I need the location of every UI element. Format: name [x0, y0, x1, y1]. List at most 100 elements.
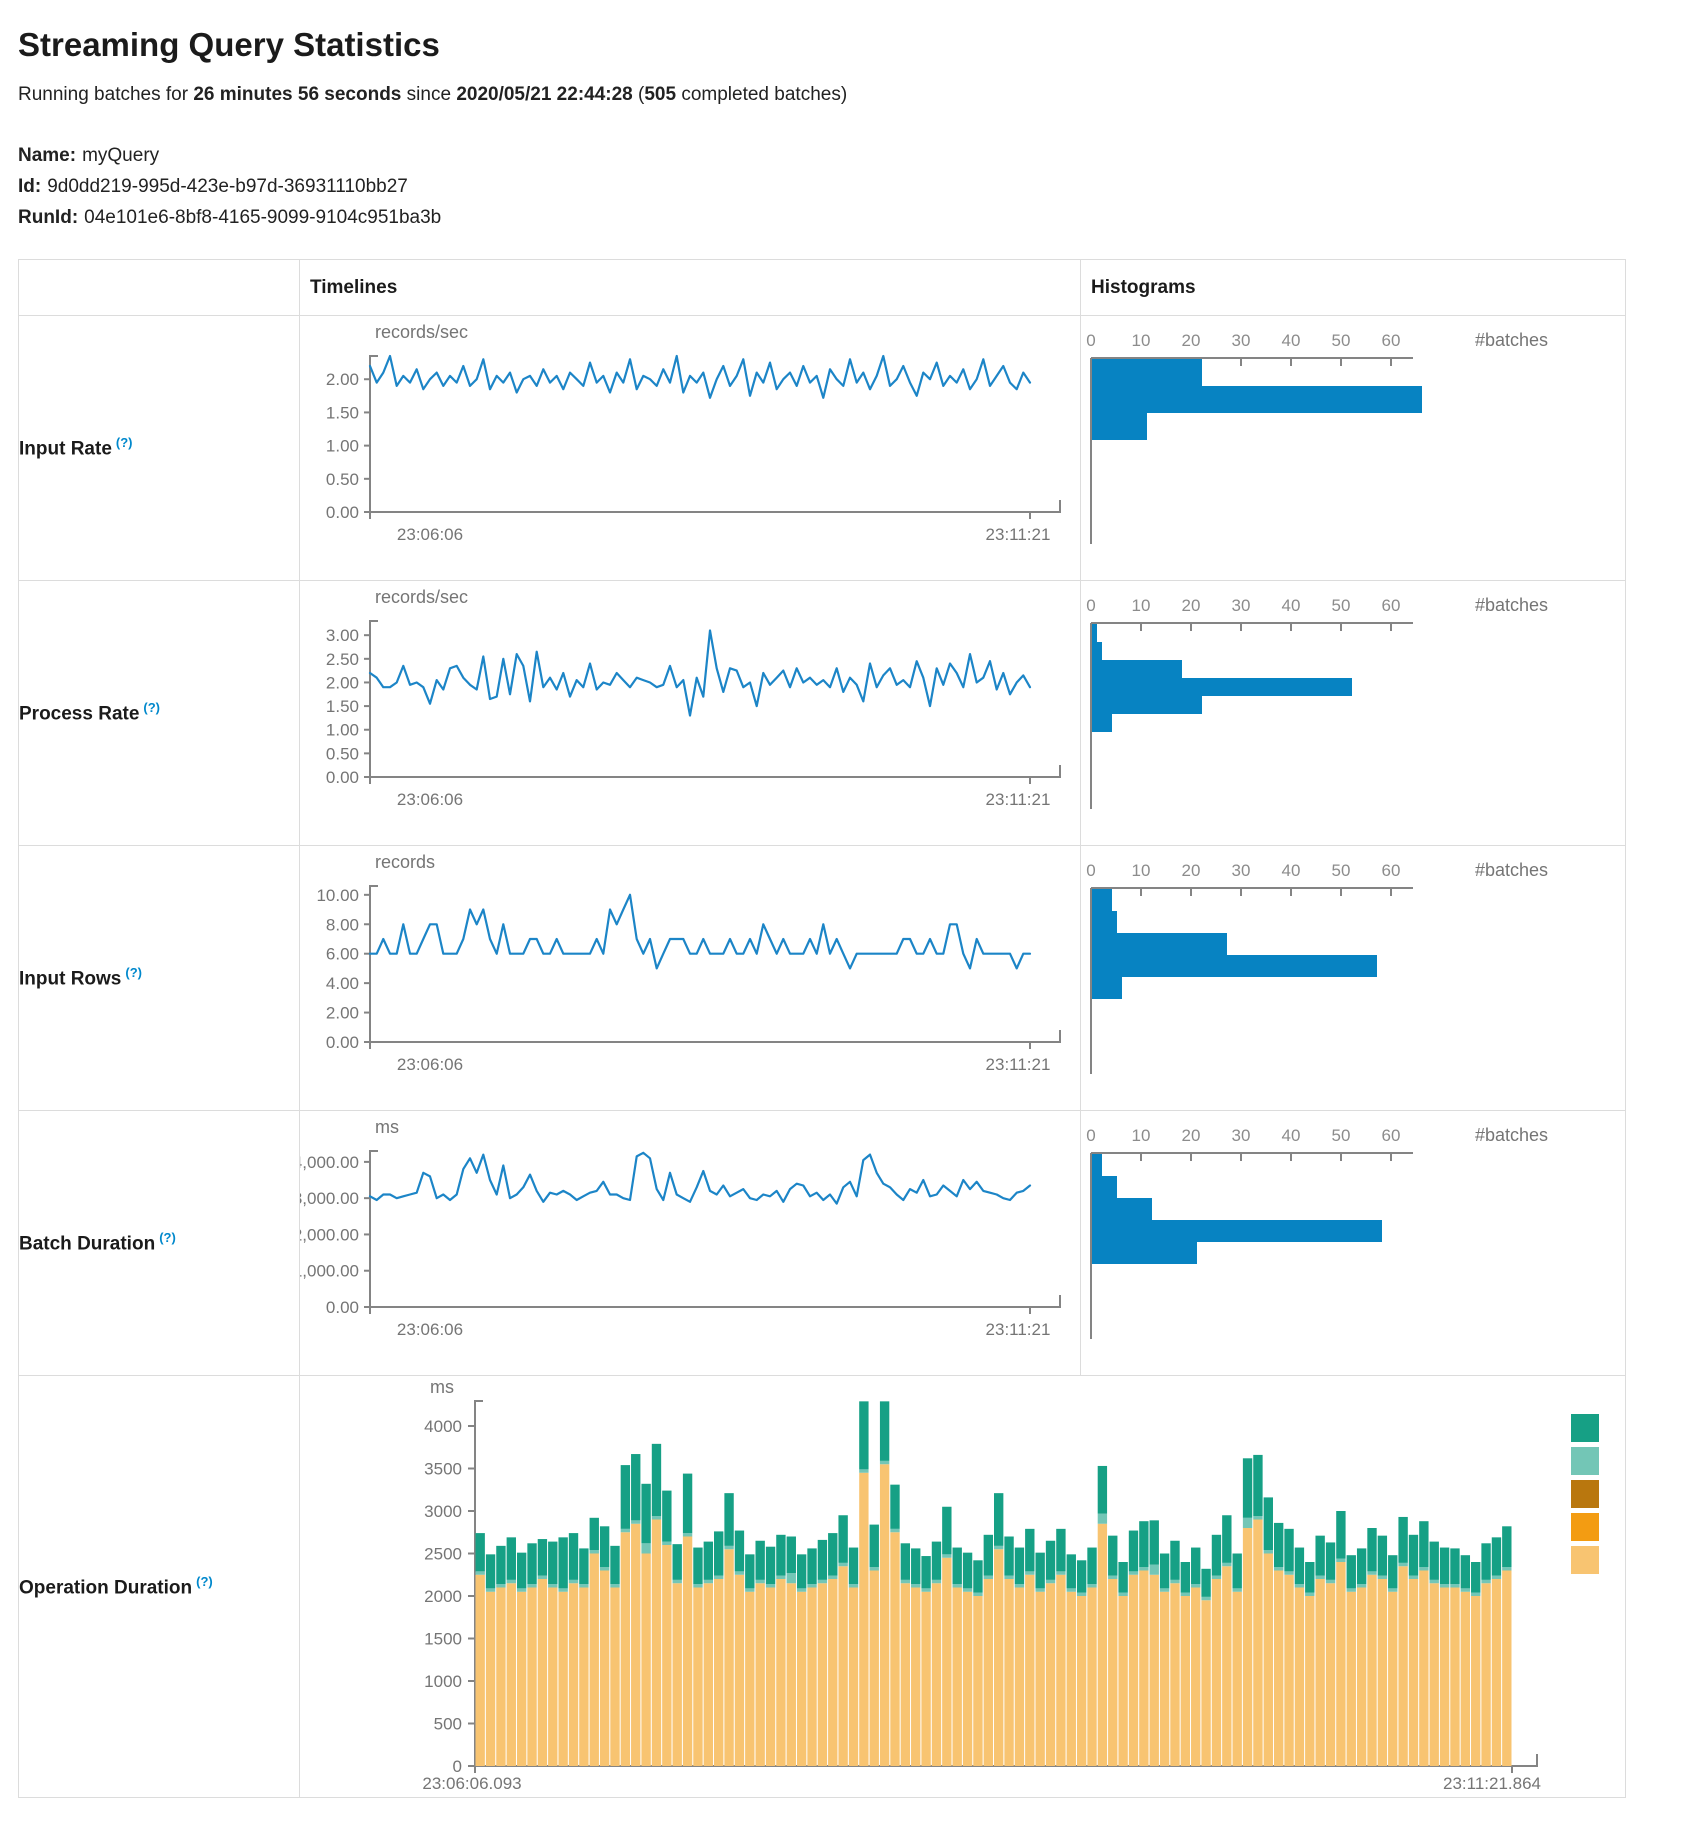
operation-duration-chart: ms 0 500 1000 1500 2000 2500 3000 3500 4000 23:06:…	[300, 1377, 1625, 1796]
batch-duration-help[interactable]: (?)	[159, 1230, 176, 1246]
svg-text:2.00: 2.00	[326, 370, 359, 389]
input-rows-timeline-cell: records 0.00 2.00 4.00 6.00 8.00 10.00 23:06:06…	[299, 845, 1081, 1111]
streaming-query-statistics-page: Streaming Query Statistics Running batch…	[0, 26, 1693, 1846]
table-row-operation-duration: Operation Duration (?) ms 0 500 1000 1500 2000…	[18, 1375, 1626, 1798]
batch_duration-timeline-svg: ms 0.00 1,000.00 2,000.00 3,000.00 4,000.00 23…	[300, 1117, 1061, 1339]
svg-text:23:11:21: 23:11:21	[986, 1055, 1051, 1074]
summary-suffix: completed batches)	[676, 84, 848, 105]
input-rate-label: Input Rate	[19, 438, 112, 460]
query-runid-line: RunId: 04e101e6-8bf8-4165-9099-9104c951ba…	[18, 202, 1693, 233]
header-empty-cell	[18, 259, 300, 316]
process-rate-histogram-chart: 0 10 20 30 40 50 60 #batches	[1081, 581, 1625, 845]
input-rate-timeline-chart: records/sec 0.00 0.50 1.00 1.50 2.00 23:06:06 2…	[300, 316, 1080, 580]
running-batches-summary: Running batches for 26 minutes 56 second…	[18, 84, 1693, 106]
summary-paren: (	[632, 84, 645, 105]
svg-text:500: 500	[434, 1715, 462, 1734]
query-name-line: Name: myQuery	[18, 140, 1693, 171]
query-id-line: Id: 9d0dd219-995d-423e-b97d-36931110bb27	[18, 171, 1693, 202]
svg-text:records/sec: records/sec	[375, 322, 468, 342]
svg-text:0: 0	[453, 1757, 462, 1776]
svg-text:23:06:06: 23:06:06	[397, 1055, 463, 1074]
svg-text:ms: ms	[375, 1117, 399, 1137]
query-id-label: Id:	[18, 176, 42, 197]
svg-text:10.00: 10.00	[316, 886, 359, 905]
svg-text:10: 10	[1132, 331, 1151, 350]
svg-text:0: 0	[1086, 1126, 1095, 1145]
svg-text:0.00: 0.00	[326, 1033, 359, 1052]
query-name-label: Name:	[18, 145, 77, 166]
batch-duration-timeline-cell: ms 0.00 1,000.00 2,000.00 3,000.00 4,000.00 23…	[299, 1110, 1081, 1376]
svg-text:2,000.00: 2,000.00	[300, 1225, 359, 1244]
svg-text:23:06:06: 23:06:06	[397, 1320, 463, 1339]
batch-duration-histogram-cell: 0 10 20 30 40 50 60 #batches	[1080, 1110, 1626, 1376]
svg-text:30: 30	[1232, 596, 1251, 615]
svg-text:60: 60	[1382, 861, 1401, 880]
svg-text:0: 0	[1086, 331, 1095, 350]
legend-swatch	[1571, 1414, 1599, 1442]
input-rate-help[interactable]: (?)	[115, 435, 133, 451]
svg-text:2.50: 2.50	[326, 650, 359, 669]
process-rate-label: Process Rate	[19, 703, 140, 725]
input-rows-label-cell: Input Rows (?)	[18, 845, 300, 1111]
operation-duration-help[interactable]: (?)	[196, 1573, 213, 1589]
svg-text:#batches: #batches	[1475, 1125, 1548, 1145]
svg-text:1.00: 1.00	[326, 437, 359, 456]
process-rate-help[interactable]: (?)	[143, 700, 161, 716]
process_rate-histogram-svg: 0 10 20 30 40 50 60 #batches	[1086, 595, 1548, 809]
svg-text:40: 40	[1282, 596, 1301, 615]
svg-text:0.00: 0.00	[326, 503, 359, 522]
input_rate-timeline-svg: records/sec 0.00 0.50 1.00 1.50 2.00 23:06:06 2…	[326, 322, 1061, 544]
summary-duration: 26 minutes 56 seconds	[193, 84, 402, 105]
svg-text:0.50: 0.50	[326, 470, 359, 489]
svg-text:40: 40	[1282, 331, 1301, 350]
table-row-batch-duration: Batch Duration(?) ms 0.00 1,000.00 2,000.00…	[18, 1110, 1626, 1376]
batch-duration-timeline-chart: ms 0.00 1,000.00 2,000.00 3,000.00 4,000.00 23…	[300, 1111, 1080, 1375]
input-rate-label-cell: Input Rate (?)	[18, 315, 300, 581]
svg-text:23:11:21: 23:11:21	[986, 525, 1051, 544]
operation-duration-chart-cell: ms 0 500 1000 1500 2000 2500 3000 3500 4000 23:06:…	[299, 1375, 1626, 1798]
header-timelines: Timelines	[299, 259, 1081, 316]
svg-text:3500: 3500	[424, 1460, 462, 1479]
input-rate-timeline-cell: records/sec 0.00 0.50 1.00 1.50 2.00 23:06:06 2…	[299, 315, 1081, 581]
svg-text:3.00: 3.00	[326, 626, 359, 645]
svg-text:1.50: 1.50	[326, 403, 359, 422]
svg-text:30: 30	[1232, 331, 1251, 350]
svg-text:60: 60	[1382, 331, 1401, 350]
svg-text:4000: 4000	[424, 1417, 462, 1436]
svg-text:23:06:06: 23:06:06	[397, 525, 463, 544]
svg-text:1.50: 1.50	[326, 697, 359, 716]
process-rate-timeline-cell: records/sec 0.00 0.50 1.00 1.50 2.00 2.50 3.00 2…	[299, 580, 1081, 846]
batch-duration-histogram-chart: 0 10 20 30 40 50 60 #batches	[1081, 1111, 1625, 1375]
svg-text:ms: ms	[430, 1377, 454, 1397]
operation-duration-label: Operation Duration	[19, 1577, 193, 1599]
svg-text:1.00: 1.00	[326, 721, 359, 740]
svg-text:30: 30	[1232, 1126, 1251, 1145]
svg-text:#batches: #batches	[1475, 595, 1548, 615]
query-runid-value: 04e101e6-8bf8-4165-9099-9104c951ba3b	[84, 207, 442, 228]
svg-text:#batches: #batches	[1475, 330, 1548, 350]
svg-text:3000: 3000	[424, 1502, 462, 1521]
table-row-input-rows: Input Rows (?) records 0.00 2.00 4.00 6.00 8.0…	[18, 845, 1626, 1111]
svg-text:40: 40	[1282, 861, 1301, 880]
batch-duration-label-cell: Batch Duration (?)	[18, 1110, 300, 1376]
input-rows-help[interactable]: (?)	[125, 965, 142, 981]
header-histograms: Histograms	[1080, 259, 1626, 316]
operation_duration-stacked-svg: ms 0 500 1000 1500 2000 2500 3000 3500 4000 23:06:…	[422, 1377, 1541, 1793]
svg-text:0.00: 0.00	[326, 1298, 359, 1317]
svg-text:1000: 1000	[424, 1672, 462, 1691]
svg-text:30: 30	[1232, 861, 1251, 880]
svg-text:60: 60	[1382, 1126, 1401, 1145]
svg-text:60: 60	[1382, 596, 1401, 615]
input-rows-histogram-cell: 0 10 20 30 40 50 60 #batches	[1080, 845, 1626, 1111]
svg-text:4.00: 4.00	[326, 974, 359, 993]
query-id-value: 9d0dd219-995d-423e-b97d-36931110bb27	[47, 176, 408, 197]
svg-text:6.00: 6.00	[326, 945, 359, 964]
legend-swatch	[1571, 1513, 1599, 1541]
input_rows-histogram-svg: 0 10 20 30 40 50 60 #batches	[1086, 860, 1548, 1074]
summary-start-time: 2020/05/21 22:44:28	[456, 84, 633, 105]
input_rate-histogram-svg: 0 10 20 30 40 50 60 #batches	[1086, 330, 1548, 544]
input-rate-histogram-cell: 0 10 20 30 40 50 60 #batches	[1080, 315, 1626, 581]
svg-text:4,000.00: 4,000.00	[300, 1153, 359, 1172]
svg-text:23:06:06: 23:06:06	[397, 790, 463, 809]
svg-text:20: 20	[1182, 331, 1201, 350]
